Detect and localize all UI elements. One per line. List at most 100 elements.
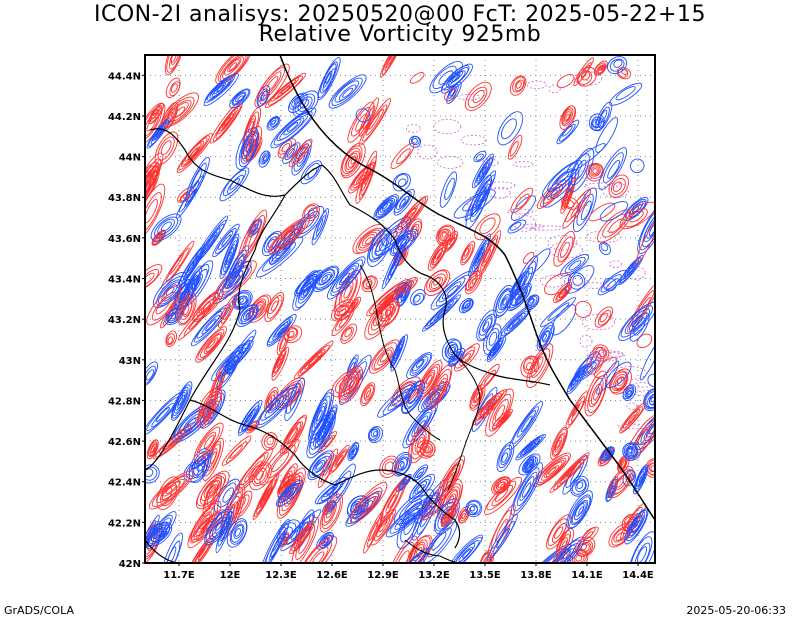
positive-vorticity-contours (146, 439, 159, 460)
weak-vorticity-contour (602, 182, 629, 199)
map-title: ICON-2I analisys: 20250520@00 FcT: 2025-… (94, 2, 706, 27)
negative-vorticity-contours (235, 127, 259, 171)
negative-vorticity-contours (476, 309, 497, 342)
weak-vorticity-contour (609, 260, 623, 268)
positive-vorticity-contours (319, 493, 343, 533)
latitude-axis: 44.4N 44.2N 44N 43.8N 43.6N 43.4N 43.2N 43N 42.8… (108, 71, 145, 570)
positive-vorticity-contours (291, 516, 319, 563)
positive-vorticity-contours (254, 63, 290, 108)
weak-vorticity-contour (577, 169, 603, 179)
lat-tick-label: 44.4N (108, 71, 141, 82)
negative-vorticity-contours (453, 189, 496, 219)
negative-vorticity-contours (565, 265, 595, 294)
lat-tick-label: 42.8N (108, 396, 141, 407)
positive-vorticity-contours (546, 514, 572, 550)
lat-tick-label: 43.4N (108, 275, 141, 286)
positive-vorticity-contours (209, 98, 244, 144)
negative-vorticity-contours (145, 521, 173, 547)
lat-tick-label: 43.8N (108, 193, 141, 204)
positive-vorticity-contours (249, 462, 272, 491)
negative-vorticity-contours (396, 502, 424, 549)
positive-vorticity-contours (196, 400, 216, 429)
positive-vorticity-contours (510, 187, 534, 214)
negative-vorticity-contours (262, 230, 283, 257)
positive-vorticity-contours (464, 81, 492, 111)
lon-tick-label: 12.9E (367, 570, 399, 581)
positive-vorticity-contours (556, 74, 575, 89)
positive-vorticity-contours (338, 365, 364, 404)
positive-vorticity-contours (460, 241, 476, 266)
weak-vorticity-contour (485, 181, 516, 190)
plot-frame (144, 54, 656, 564)
positive-vorticity-contours (491, 476, 511, 495)
negative-vorticity-contours (607, 56, 628, 75)
weak-vorticity-contour (540, 275, 566, 288)
negative-vorticity-contours (496, 441, 515, 473)
lat-tick-label: 43.2N (108, 315, 141, 326)
negative-vorticity-contours (161, 532, 183, 563)
negative-vorticity-contours (373, 194, 399, 220)
positive-vorticity-contours (331, 299, 356, 322)
negative-vorticity-contours (624, 508, 649, 545)
positive-vorticity-contours (416, 439, 436, 459)
weak-vorticity-contour (405, 124, 421, 133)
negative-vorticity-contours (270, 107, 317, 149)
weak-vorticity-contour (633, 390, 655, 397)
negative-vorticity-contours (260, 519, 290, 563)
lat-tick-label: 43.6N (108, 234, 141, 245)
positive-vorticity-contours (375, 298, 400, 328)
positive-vorticity-contours (283, 325, 303, 344)
longitude-axis: 11.7E 12E 12.3E 12.6E 12.9E 13.2E 13.5E 13.8E 14… (163, 563, 654, 581)
lon-tick-label: 13.5E (469, 570, 501, 581)
positive-vorticity-contours (165, 330, 178, 347)
positive-vorticity-contours (544, 273, 572, 296)
negative-vorticity-contours (527, 248, 551, 275)
grid-lines (145, 55, 655, 563)
negative-vorticity-contours (550, 304, 577, 336)
positive-vorticity-contours (580, 526, 599, 545)
negative-vorticity-contours (609, 82, 643, 106)
negative-vorticity-contours (317, 56, 341, 101)
lon-tick-label: 12E (220, 570, 241, 581)
positive-vorticity-contours (584, 370, 608, 417)
weak-vorticity-contour (579, 334, 593, 348)
positive-vorticity-contours (293, 340, 334, 380)
positive-vorticity-contours (195, 326, 228, 363)
negative-vorticity-contours (566, 490, 593, 530)
negative-vorticity-contours (355, 108, 371, 123)
positive-vorticity-contours (562, 188, 591, 229)
positive-vorticity-contours (619, 201, 655, 230)
positive-vorticity-contours (408, 424, 431, 464)
negative-vorticity-contours (226, 518, 248, 548)
lon-tick-label: 14.4E (622, 570, 654, 581)
lon-tick-label: 14.1E (571, 570, 603, 581)
positive-vorticity-contours (608, 174, 629, 198)
weak-vorticity-contour (512, 161, 534, 168)
negative-vorticity-contours (266, 313, 297, 347)
negative-vorticity-contours (183, 460, 207, 483)
negative-vorticity-contours (410, 289, 426, 306)
positive-vorticity-contours (299, 535, 338, 563)
negative-vorticity-contours (266, 116, 281, 131)
positive-vorticity-contours (585, 162, 604, 182)
lat-tick-label: 43N (119, 356, 141, 367)
weak-vorticity-contour (583, 182, 618, 190)
negative-vorticity-contours (145, 391, 184, 436)
lat-tick-label: 42.6N (108, 437, 141, 448)
negative-vorticity-contours (599, 201, 629, 222)
positive-vorticity-contours (522, 251, 535, 264)
lon-tick-label: 12.6E (316, 570, 348, 581)
positive-vorticity-contours (386, 535, 419, 563)
admin-border-5 (447, 354, 481, 491)
weak-vorticity-contour (577, 282, 610, 289)
negative-vorticity-contours (473, 150, 487, 163)
negative-vorticity-contours (598, 241, 611, 255)
negative-vorticity-contours (393, 188, 415, 216)
weak-vorticity-contour (549, 241, 583, 259)
lat-tick-label: 42.2N (108, 518, 141, 529)
negative-vorticity-contours (630, 158, 645, 174)
weak-vorticity-contour (514, 215, 536, 232)
positive-vorticity-contours (393, 195, 429, 238)
negative-vorticity-contours (258, 150, 271, 168)
